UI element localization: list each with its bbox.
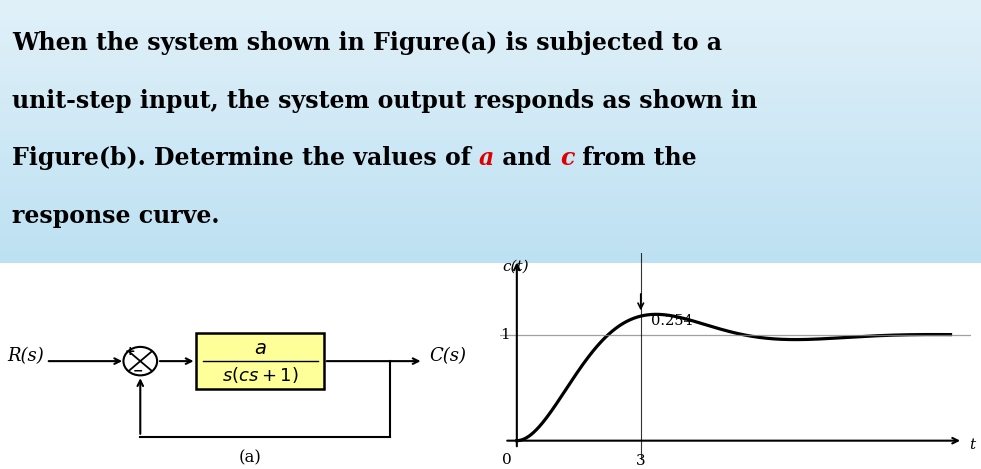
Bar [0, 7, 981, 13]
Text: 0: 0 [501, 454, 511, 467]
Bar [0, 46, 981, 53]
Bar [0, 171, 981, 177]
Text: 3: 3 [636, 454, 645, 469]
Bar [0, 112, 981, 118]
Bar [0, 118, 981, 125]
Bar [0, 59, 981, 66]
Bar [0, 98, 981, 105]
Text: c(t): c(t) [502, 260, 529, 274]
Bar [0, 177, 981, 184]
Text: a: a [479, 146, 494, 170]
Bar [0, 0, 981, 7]
Bar [0, 131, 981, 138]
Bar [0, 72, 981, 79]
Bar [0, 164, 981, 171]
Text: response curve.: response curve. [12, 204, 220, 228]
Text: When the system shown in Figure(a) is subjected to a: When the system shown in Figure(a) is su… [12, 31, 722, 55]
Bar [0, 20, 981, 26]
Bar [0, 13, 981, 20]
Bar [0, 53, 981, 59]
Bar [0, 204, 981, 210]
Bar [0, 138, 981, 144]
Bar [0, 197, 981, 204]
Text: c: c [560, 146, 574, 170]
FancyBboxPatch shape [196, 333, 324, 389]
Bar [0, 79, 981, 85]
Text: and: and [494, 146, 560, 170]
Text: R(s): R(s) [8, 347, 44, 365]
Text: unit-step input, the system output responds as shown in: unit-step input, the system output respo… [12, 89, 757, 113]
Bar [0, 26, 981, 33]
Bar [0, 223, 981, 230]
Bar [0, 66, 981, 72]
Bar [0, 210, 981, 217]
Bar [0, 105, 981, 112]
Bar [0, 92, 981, 98]
Text: t: t [969, 438, 975, 452]
Bar [0, 243, 981, 250]
Text: $a$: $a$ [254, 340, 267, 358]
Text: (a): (a) [238, 449, 261, 467]
Bar [0, 158, 981, 164]
Text: −: − [132, 364, 143, 378]
Bar [0, 250, 981, 256]
Bar [0, 85, 981, 92]
Bar [0, 217, 981, 223]
Text: $s(cs+1)$: $s(cs+1)$ [222, 365, 298, 385]
Bar [0, 144, 981, 151]
Bar [0, 39, 981, 46]
Bar [0, 33, 981, 39]
Bar [0, 230, 981, 236]
Text: from the: from the [574, 146, 697, 170]
Text: Figure(b). Determine the values of: Figure(b). Determine the values of [12, 146, 479, 170]
Bar [0, 190, 981, 197]
Text: +: + [125, 345, 135, 358]
Bar [0, 256, 981, 263]
Bar [0, 236, 981, 243]
Bar [0, 151, 981, 158]
Bar [0, 184, 981, 190]
Bar [0, 263, 981, 469]
Text: 1: 1 [500, 328, 510, 342]
Text: C(s): C(s) [430, 347, 467, 365]
Bar [0, 125, 981, 131]
Text: 0.254: 0.254 [651, 314, 693, 328]
